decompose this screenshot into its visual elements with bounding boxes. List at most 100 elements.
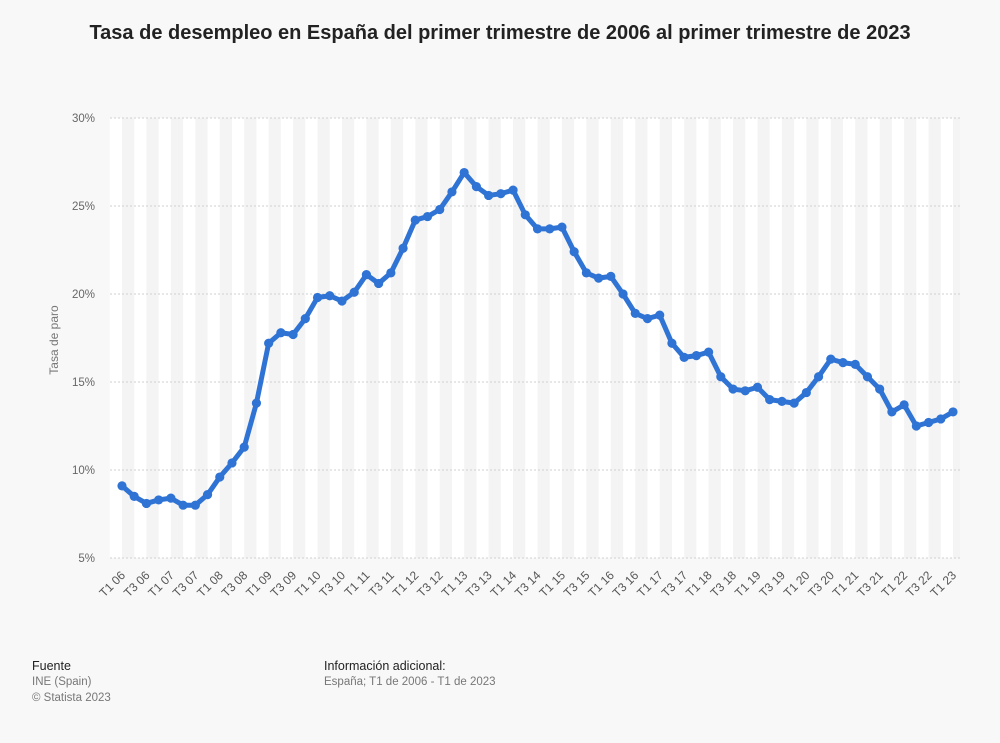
data-point[interactable] xyxy=(190,500,200,510)
source-name[interactable]: INE (Spain) xyxy=(32,676,92,688)
data-point[interactable] xyxy=(337,296,347,306)
data-point[interactable] xyxy=(154,495,164,505)
source-heading: Fuente xyxy=(32,659,71,673)
data-point[interactable] xyxy=(875,384,885,394)
data-point[interactable] xyxy=(630,308,640,318)
column-band xyxy=(671,118,685,558)
data-point[interactable] xyxy=(386,268,396,278)
x-tick-label: T3 16 xyxy=(610,568,642,600)
data-point[interactable] xyxy=(679,352,689,362)
column-band xyxy=(794,118,807,558)
x-tick-label: T3 08 xyxy=(219,568,251,600)
x-tick-label: T3 12 xyxy=(414,568,446,600)
y-axis-label: Tasa de paro xyxy=(47,305,61,375)
column-band xyxy=(598,118,611,558)
data-point[interactable] xyxy=(251,398,262,408)
data-point[interactable] xyxy=(312,292,323,303)
data-point[interactable] xyxy=(703,347,714,357)
data-point[interactable] xyxy=(691,351,701,361)
data-point[interactable] xyxy=(300,314,310,324)
data-point[interactable] xyxy=(911,421,921,431)
data-point[interactable] xyxy=(667,338,677,348)
column-band xyxy=(329,118,342,558)
data-point[interactable] xyxy=(618,289,628,299)
data-point[interactable] xyxy=(447,187,457,197)
data-point[interactable] xyxy=(838,358,848,368)
y-tick-label: 10% xyxy=(72,465,95,477)
data-point[interactable] xyxy=(899,400,909,410)
data-point[interactable] xyxy=(435,204,445,215)
data-point[interactable] xyxy=(740,386,750,396)
data-point[interactable] xyxy=(569,247,579,257)
data-point[interactable] xyxy=(716,372,726,382)
data-point[interactable] xyxy=(202,490,213,500)
data-point[interactable] xyxy=(129,491,139,501)
additional-info-block: Información adicional: España; T1 de 200… xyxy=(324,658,496,690)
data-point[interactable] xyxy=(862,372,873,382)
copyright[interactable]: © Statista 2023 xyxy=(32,692,111,704)
data-point[interactable] xyxy=(850,359,860,369)
data-point[interactable] xyxy=(606,271,616,281)
data-point[interactable] xyxy=(349,287,359,297)
data-point[interactable] xyxy=(655,310,665,320)
data-point[interactable] xyxy=(728,384,738,394)
data-points xyxy=(117,167,958,510)
data-point[interactable] xyxy=(581,268,591,278)
data-point[interactable] xyxy=(496,189,506,199)
data-point[interactable] xyxy=(948,407,958,417)
data-point[interactable] xyxy=(777,396,787,406)
data-point[interactable] xyxy=(215,472,225,482)
data-point[interactable] xyxy=(471,182,481,192)
x-tick-label: T3 17 xyxy=(659,568,691,600)
data-point[interactable] xyxy=(227,458,237,468)
x-tick-label: T3 15 xyxy=(561,568,593,600)
data-point[interactable] xyxy=(936,414,946,424)
data-point[interactable] xyxy=(887,407,897,417)
data-point[interactable] xyxy=(264,338,274,348)
data-point[interactable] xyxy=(422,211,433,222)
x-tick-label: T3 18 xyxy=(708,568,740,600)
data-point[interactable] xyxy=(813,372,824,382)
data-point[interactable] xyxy=(166,493,176,503)
data-point[interactable] xyxy=(923,417,934,428)
y-tick-label: 20% xyxy=(72,289,95,301)
data-point[interactable] xyxy=(765,395,775,405)
data-point[interactable] xyxy=(374,278,384,289)
column-band xyxy=(623,118,636,558)
data-point[interactable] xyxy=(520,210,530,220)
data-point[interactable] xyxy=(484,190,494,201)
data-point[interactable] xyxy=(594,273,604,283)
x-tick-label: T3 21 xyxy=(854,568,886,600)
data-point[interactable] xyxy=(459,167,469,178)
data-point[interactable] xyxy=(801,387,811,398)
data-point[interactable] xyxy=(557,222,567,232)
data-point[interactable] xyxy=(410,215,420,225)
y-axis-ticks: 5% 10% 15% 20% 25% 30% xyxy=(72,113,95,565)
x-tick-label: T1 08 xyxy=(194,568,226,600)
column-band xyxy=(427,118,440,558)
data-point[interactable] xyxy=(545,224,555,234)
data-point[interactable] xyxy=(117,481,127,491)
data-point[interactable] xyxy=(361,270,372,280)
y-tick-label: 5% xyxy=(78,553,95,565)
data-point[interactable] xyxy=(508,185,518,195)
data-point[interactable] xyxy=(239,442,249,452)
data-point[interactable] xyxy=(276,328,286,338)
column-band xyxy=(134,118,147,558)
column-band xyxy=(158,118,171,558)
data-point[interactable] xyxy=(826,354,836,364)
x-tick-label: T1 09 xyxy=(243,568,275,600)
column-band xyxy=(476,118,489,558)
data-point[interactable] xyxy=(398,243,408,253)
x-tick-label: T3 14 xyxy=(512,568,544,600)
data-point[interactable] xyxy=(789,398,799,408)
data-point[interactable] xyxy=(141,498,152,509)
data-point[interactable] xyxy=(325,291,335,301)
data-point[interactable] xyxy=(642,314,653,324)
data-point[interactable] xyxy=(178,500,188,510)
column-band xyxy=(769,118,782,558)
data-point[interactable] xyxy=(288,329,298,340)
data-point[interactable] xyxy=(752,382,763,392)
x-tick-label: T3 07 xyxy=(170,568,202,600)
data-point[interactable] xyxy=(532,224,543,234)
